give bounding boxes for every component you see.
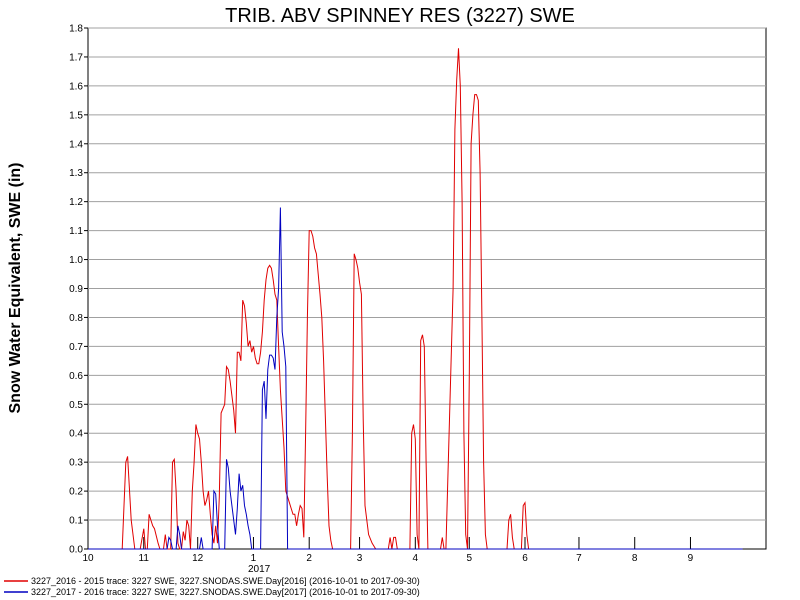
x-tick-label: 4 bbox=[413, 553, 419, 564]
x-tick-label: 2 bbox=[306, 553, 312, 564]
y-tick-label: 1.0 bbox=[69, 255, 83, 266]
data-series bbox=[88, 48, 743, 550]
x-tick-label: 8 bbox=[632, 553, 638, 564]
y-tick-label: 0.9 bbox=[69, 284, 83, 295]
y-axis-label: Snow Water Equivalent, SWE (in) bbox=[7, 163, 24, 414]
y-tick-label: 1.4 bbox=[69, 139, 83, 150]
x-tick-label: 3 bbox=[357, 553, 363, 564]
y-tick-label: 0.6 bbox=[69, 371, 83, 382]
y-tick-label: 0.1 bbox=[69, 516, 83, 527]
x-tick-label: 7 bbox=[576, 553, 582, 564]
x-tick-label: 6 bbox=[522, 553, 528, 564]
y-tick-label: 0.5 bbox=[69, 400, 83, 411]
y-tick-label: 1.6 bbox=[69, 81, 83, 92]
x-tick-label: 1 bbox=[251, 553, 257, 564]
x-tick-label: 5 bbox=[466, 553, 472, 564]
y-tick-label: 0.2 bbox=[69, 487, 83, 498]
y-tick-label: 0.4 bbox=[69, 429, 83, 440]
y-tick-label: 1.5 bbox=[69, 110, 83, 121]
year-label: 2017 bbox=[248, 564, 271, 575]
y-tick-labels: 0.0 0.1 0.2 0.3 0.4 0.5 0.6 0.7 0.8 0.9 1.0 1.1 1.2 1… bbox=[69, 24, 88, 556]
series-line-2 bbox=[88, 207, 743, 550]
grid-lines bbox=[88, 27, 766, 521]
y-tick-label: 1.3 bbox=[69, 168, 83, 179]
x-tick-label: 10 bbox=[82, 553, 94, 564]
y-tick-label: 0.0 bbox=[69, 545, 83, 556]
x-tick-label: 9 bbox=[688, 553, 694, 564]
x-tick-label: 12 bbox=[192, 553, 204, 564]
x-tick-label: 11 bbox=[139, 553, 150, 564]
y-tick-label: 0.7 bbox=[69, 342, 83, 353]
y-tick-label: 0.3 bbox=[69, 458, 83, 469]
y-tick-label: 1.8 bbox=[69, 24, 83, 35]
series-line-1 bbox=[88, 48, 743, 550]
x-tick-labels: 10 11 12 1 2 3 4 5 6 7 8 9 bbox=[82, 537, 694, 564]
y-tick-label: 1.2 bbox=[69, 197, 83, 208]
legend-label-2: 3227_2017 - 2016 trace: 3227 SWE, 3227.S… bbox=[31, 587, 420, 597]
chart-title: TRIB. ABV SPINNEY RES (3227) SWE bbox=[225, 5, 575, 27]
y-tick-label: 1.1 bbox=[69, 226, 83, 237]
legend-label-1: 3227_2016 - 2015 trace: 3227 SWE, 3227.S… bbox=[31, 576, 420, 586]
legend: 3227_2016 - 2015 trace: 3227 SWE, 3227.S… bbox=[4, 576, 420, 597]
y-tick-label: 0.8 bbox=[69, 313, 83, 324]
y-tick-label: 1.7 bbox=[69, 52, 83, 63]
